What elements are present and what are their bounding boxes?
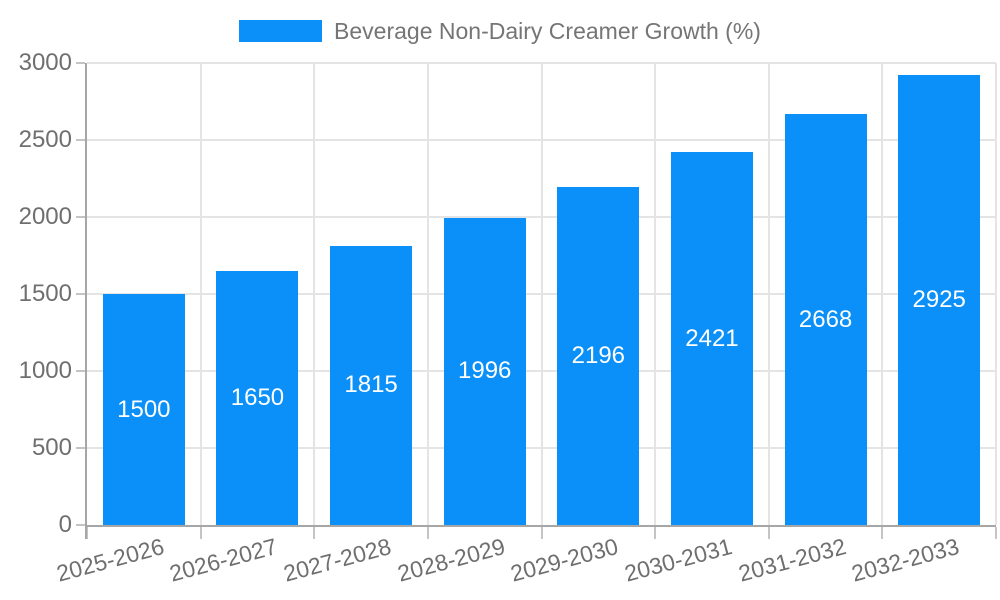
x-tick-mark: [654, 527, 657, 539]
x-gridline: [313, 63, 316, 525]
chart-legend[interactable]: Beverage Non-Dairy Creamer Growth (%): [0, 18, 1000, 44]
x-gridline: [199, 63, 202, 525]
bar[interactable]: [557, 186, 640, 525]
x-tick-mark: [86, 527, 88, 539]
bar[interactable]: [102, 294, 185, 525]
y-axis-tick-label: 500: [31, 434, 72, 461]
y-axis-tick-label: 2500: [18, 126, 72, 153]
x-tick-mark: [767, 527, 770, 539]
bar[interactable]: [898, 74, 981, 525]
y-axis-tick-label: 2000: [18, 203, 72, 230]
bar-value-label: 2925: [912, 285, 966, 313]
y-axis-tick-label: 0: [58, 511, 72, 538]
legend-label: Beverage Non-Dairy Creamer Growth (%): [334, 18, 761, 44]
x-gridline: [654, 63, 657, 525]
bar[interactable]: [670, 152, 753, 525]
bar-value-label: 2196: [571, 341, 626, 369]
y-tick-mark: [76, 139, 85, 141]
y-tick-mark: [76, 447, 85, 449]
bar[interactable]: [784, 114, 867, 525]
y-axis-tick-label: 1500: [18, 280, 72, 307]
x-tick-mark: [881, 527, 884, 539]
y-tick-mark: [76, 62, 85, 64]
legend-swatch-icon: [239, 20, 323, 42]
x-gridline: [995, 63, 997, 525]
plot-area: 0 500 1000 1500 2000 2500 3000 1500 2025-2026 165…: [19, 49, 997, 587]
bar-value-label: 1500: [117, 395, 171, 423]
y-tick-mark: [76, 370, 85, 372]
x-tick-mark: [199, 527, 202, 539]
bar-value-label: 2668: [798, 305, 853, 333]
bar-value-label: 1815: [344, 371, 398, 399]
y-tick-mark: [76, 216, 85, 218]
x-axis-line: [85, 525, 996, 527]
bar-value-label: 2421: [685, 324, 739, 352]
y-tick-mark: [76, 524, 85, 526]
bar-value-label: 1650: [230, 383, 285, 411]
x-gridline: [881, 63, 884, 525]
x-tick-mark: [540, 527, 543, 539]
bar[interactable]: [330, 245, 413, 525]
bar[interactable]: [443, 217, 526, 525]
y-axis-line: [85, 63, 87, 539]
y-axis-tick-label: 3000: [18, 49, 72, 76]
y-tick-mark: [76, 293, 85, 295]
x-gridline: [767, 63, 770, 525]
x-gridline: [426, 63, 429, 525]
x-gridline: [540, 63, 543, 525]
x-tick-mark: [313, 527, 316, 539]
bar-value-label: 1996: [457, 357, 512, 385]
x-tick-mark: [426, 527, 429, 539]
x-tick-mark: [995, 527, 997, 539]
y-axis-tick-label: 1000: [18, 357, 72, 384]
bar[interactable]: [216, 270, 299, 525]
